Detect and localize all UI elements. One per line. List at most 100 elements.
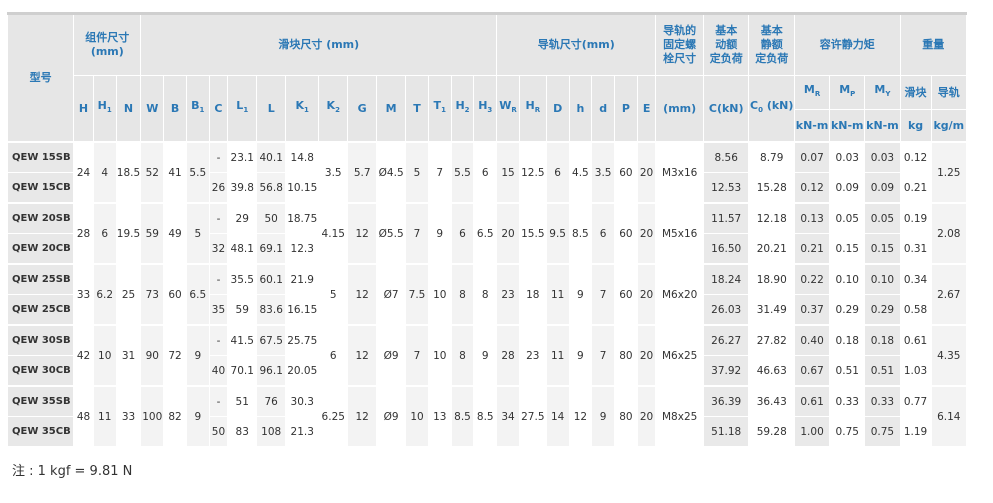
dim-cell: 90 (140, 324, 165, 387)
rating-cell: 18.90 (748, 263, 795, 295)
dim-cell: 18.75 (285, 202, 320, 234)
rating-cell: 0.10 (864, 263, 901, 295)
dim-cell: 7 (427, 141, 452, 204)
dim-cell: 4.5 (568, 141, 593, 204)
data-row: QEW 15SB 24 4 18.5 52 41 5.5-23.1 40.1 14.8 3.5 5.… (6, 141, 968, 204)
rating-cell: 31.49 (748, 294, 795, 326)
dim-cell: 82 (163, 385, 187, 447)
dim-cell: 6 (591, 202, 616, 265)
dim-cell: 9 (185, 324, 210, 387)
column-header: B (163, 75, 187, 143)
column-header: T1 (427, 75, 452, 143)
data-row: QEW 35CB 50 83 108 21.3 51.18 59.28 1.00 0.75 0.7… (6, 416, 967, 447)
dim-cell: 6 (92, 202, 117, 265)
column-header-text: K (295, 99, 305, 113)
rating-cell: 16.50 (702, 233, 750, 265)
column-header-text: P (621, 101, 630, 115)
dim-cell: 15.5 (518, 202, 547, 265)
column-header: H1 (92, 75, 117, 143)
rating-cell: 8.56 (702, 141, 750, 173)
dim-cell: 100 (140, 385, 165, 447)
column-header-text: H (78, 101, 89, 115)
dim-cell: 40 (208, 355, 229, 387)
data-row: QEW 20SB 28 6 19.5 59 49 5-29 50 18.75 4.15 12 Ø5.5… (6, 202, 968, 265)
dim-cell: 59 (227, 294, 258, 326)
dim-cell: 20 (636, 202, 657, 265)
dim-cell: 23 (518, 324, 547, 387)
dim-cell: M6x25 (655, 324, 704, 387)
rating-cell: 27.82 (748, 324, 795, 356)
dim-cell: 6.5 (185, 263, 210, 326)
column-header: H (73, 75, 94, 143)
dim-cell: 12 (347, 263, 378, 326)
weight-unit-text: kg/m (933, 118, 965, 132)
stat-unit: C0 (kN) (748, 75, 795, 143)
column-header-text: T (413, 101, 421, 115)
dim-cell: 4.15 (318, 202, 349, 265)
rating-cell: 0.05 (829, 202, 866, 234)
dim-cell: 108 (256, 416, 287, 447)
dim-cell: 50 (208, 416, 229, 447)
dim-cell: 26 (208, 172, 229, 204)
rating-cell: 11.57 (702, 202, 750, 234)
moment-header-text: M (803, 83, 815, 97)
dim-cell: 7 (591, 324, 616, 387)
column-header: H3 (473, 75, 498, 143)
column-header: P (614, 75, 638, 143)
rating-cell: 0.67 (793, 355, 831, 387)
moment-header-sub: P (850, 90, 856, 99)
dim-cell: 50 (256, 202, 287, 234)
group-header: 容许静力矩 (793, 13, 901, 76)
group-header: 导轨的 固定螺 栓尺寸 (655, 13, 704, 76)
dim-cell: 21.3 (285, 416, 320, 447)
rating-cell: 18.24 (702, 263, 750, 295)
dim-cell: 35.5 (227, 263, 258, 295)
model-cell: QEW 30CB (6, 355, 75, 387)
column-header-sub: R (534, 106, 541, 115)
dim-cell: Ø4.5 (376, 141, 407, 204)
dim-cell: 20 (636, 263, 657, 326)
rating-cell: 1.00 (793, 416, 831, 447)
rating-cell: 0.29 (864, 294, 901, 326)
dim-cell: M8x25 (655, 385, 704, 447)
spec-table: 型号 组件尺寸 (mm) 滑块尺寸 (mm) 导轨尺寸(mm) 导轨的 固定螺 栓尺寸 基本 动额… (6, 12, 968, 447)
rating-cell: 0.75 (829, 416, 866, 447)
moment-unit: kN-m (864, 109, 901, 143)
rating-cell: 51.18 (702, 416, 750, 447)
moment-unit-text: kN-m (795, 118, 829, 132)
dim-cell: 41.5 (227, 324, 258, 356)
dim-cell: 56.8 (256, 172, 287, 204)
dim-cell: 5 (405, 141, 429, 204)
column-header-text: H (525, 99, 535, 113)
column-header: d (591, 75, 616, 143)
rating-cell: 0.22 (793, 263, 831, 295)
column-header-text: L (267, 101, 275, 115)
moment-unit: kN-m (793, 109, 831, 143)
data-row: QEW 25CB 35 59 83.6 16.15 26.03 31.49 0.37 0.29 0… (6, 294, 967, 326)
dim-cell: 76 (256, 385, 287, 417)
group-header-line: 滑块尺寸 (mm) (278, 38, 360, 51)
dim-cell: 18 (518, 263, 547, 326)
dim-cell: 83 (227, 416, 258, 447)
rating-cell: 0.31 (899, 233, 932, 265)
dim-cell: 72 (163, 324, 187, 387)
dim-cell: 31 (115, 324, 142, 387)
dim-cell: 5.5 (185, 141, 210, 204)
dim-cell: 70.1 (227, 355, 258, 387)
group-header-line: 导轨的 (663, 24, 697, 37)
rating-cell: 0.21 (899, 172, 932, 204)
weight-header: 滑块 (899, 75, 932, 110)
dim-cell: 20 (636, 324, 657, 387)
dim-cell: 6.25 (318, 385, 349, 447)
rating-cell: 0.09 (864, 172, 901, 204)
group-header: 组件尺寸 (mm) (73, 13, 142, 76)
dyn-unit-suffix: (kN) (716, 101, 744, 115)
column-header-sub: 1 (304, 106, 309, 115)
column-header: C (208, 75, 229, 143)
dyn-unit: C(kN) (702, 75, 750, 143)
dim-cell: 28 (73, 202, 94, 265)
dim-cell: 28 (496, 324, 520, 387)
column-header: K1 (285, 75, 320, 143)
rating-cell: 0.33 (864, 385, 901, 417)
